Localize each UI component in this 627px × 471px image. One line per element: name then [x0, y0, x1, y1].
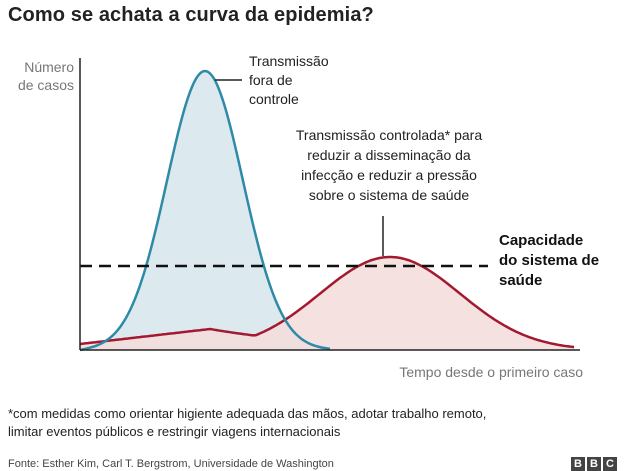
controlled-label-line-2: reduzir a disseminação da [307, 147, 471, 163]
controlled-label-line-1: Transmissão controlada* para [296, 127, 482, 143]
capacity-label-line-2: do sistema de [499, 252, 599, 269]
y-axis-label-line-2: de casos [18, 77, 74, 93]
footnote-line-2: limitar eventos públicos e restringir vi… [8, 424, 341, 439]
uncontrolled-label-line-3: controle [249, 91, 299, 107]
bbc-logo-letter: B [571, 457, 585, 471]
capacity-label-line-3: saúde [499, 272, 542, 289]
footnote: *com medidas como orientar higiente adeq… [8, 405, 608, 441]
bbc-logo: B B C [571, 457, 617, 471]
controlled-label-line-4: sobre o sistema de saúde [309, 187, 470, 203]
controlled-curve-fill [80, 257, 575, 350]
x-axis-label: Tempo desde o primeiro caso [399, 364, 583, 380]
uncontrolled-label-line-1: Transmissão [249, 53, 329, 69]
uncontrolled-curve-fill [80, 71, 330, 350]
controlled-label-line-3: infecção e reduzir a pressão [301, 167, 477, 183]
uncontrolled-curve-line [79, 69, 331, 352]
source-credit: Fonte: Esther Kim, Carl T. Bergstrom, Un… [8, 458, 334, 470]
controlled-curve-line [79, 255, 575, 349]
footnote-line-1: *com medidas como orientar higiente adeq… [8, 406, 487, 421]
bbc-logo-letter: C [603, 457, 617, 471]
capacity-label-line-1: Capacidade [499, 232, 583, 249]
uncontrolled-label-line-2: fora de [249, 72, 293, 88]
page-title: Como se achata a curva da epidemia? [8, 4, 374, 26]
y-axis-label-line-1: Número [24, 59, 74, 75]
epidemic-curve-chart: Número de casos Tempo desde o primeiro c… [18, 53, 599, 380]
bbc-logo-letter: B [587, 457, 601, 471]
